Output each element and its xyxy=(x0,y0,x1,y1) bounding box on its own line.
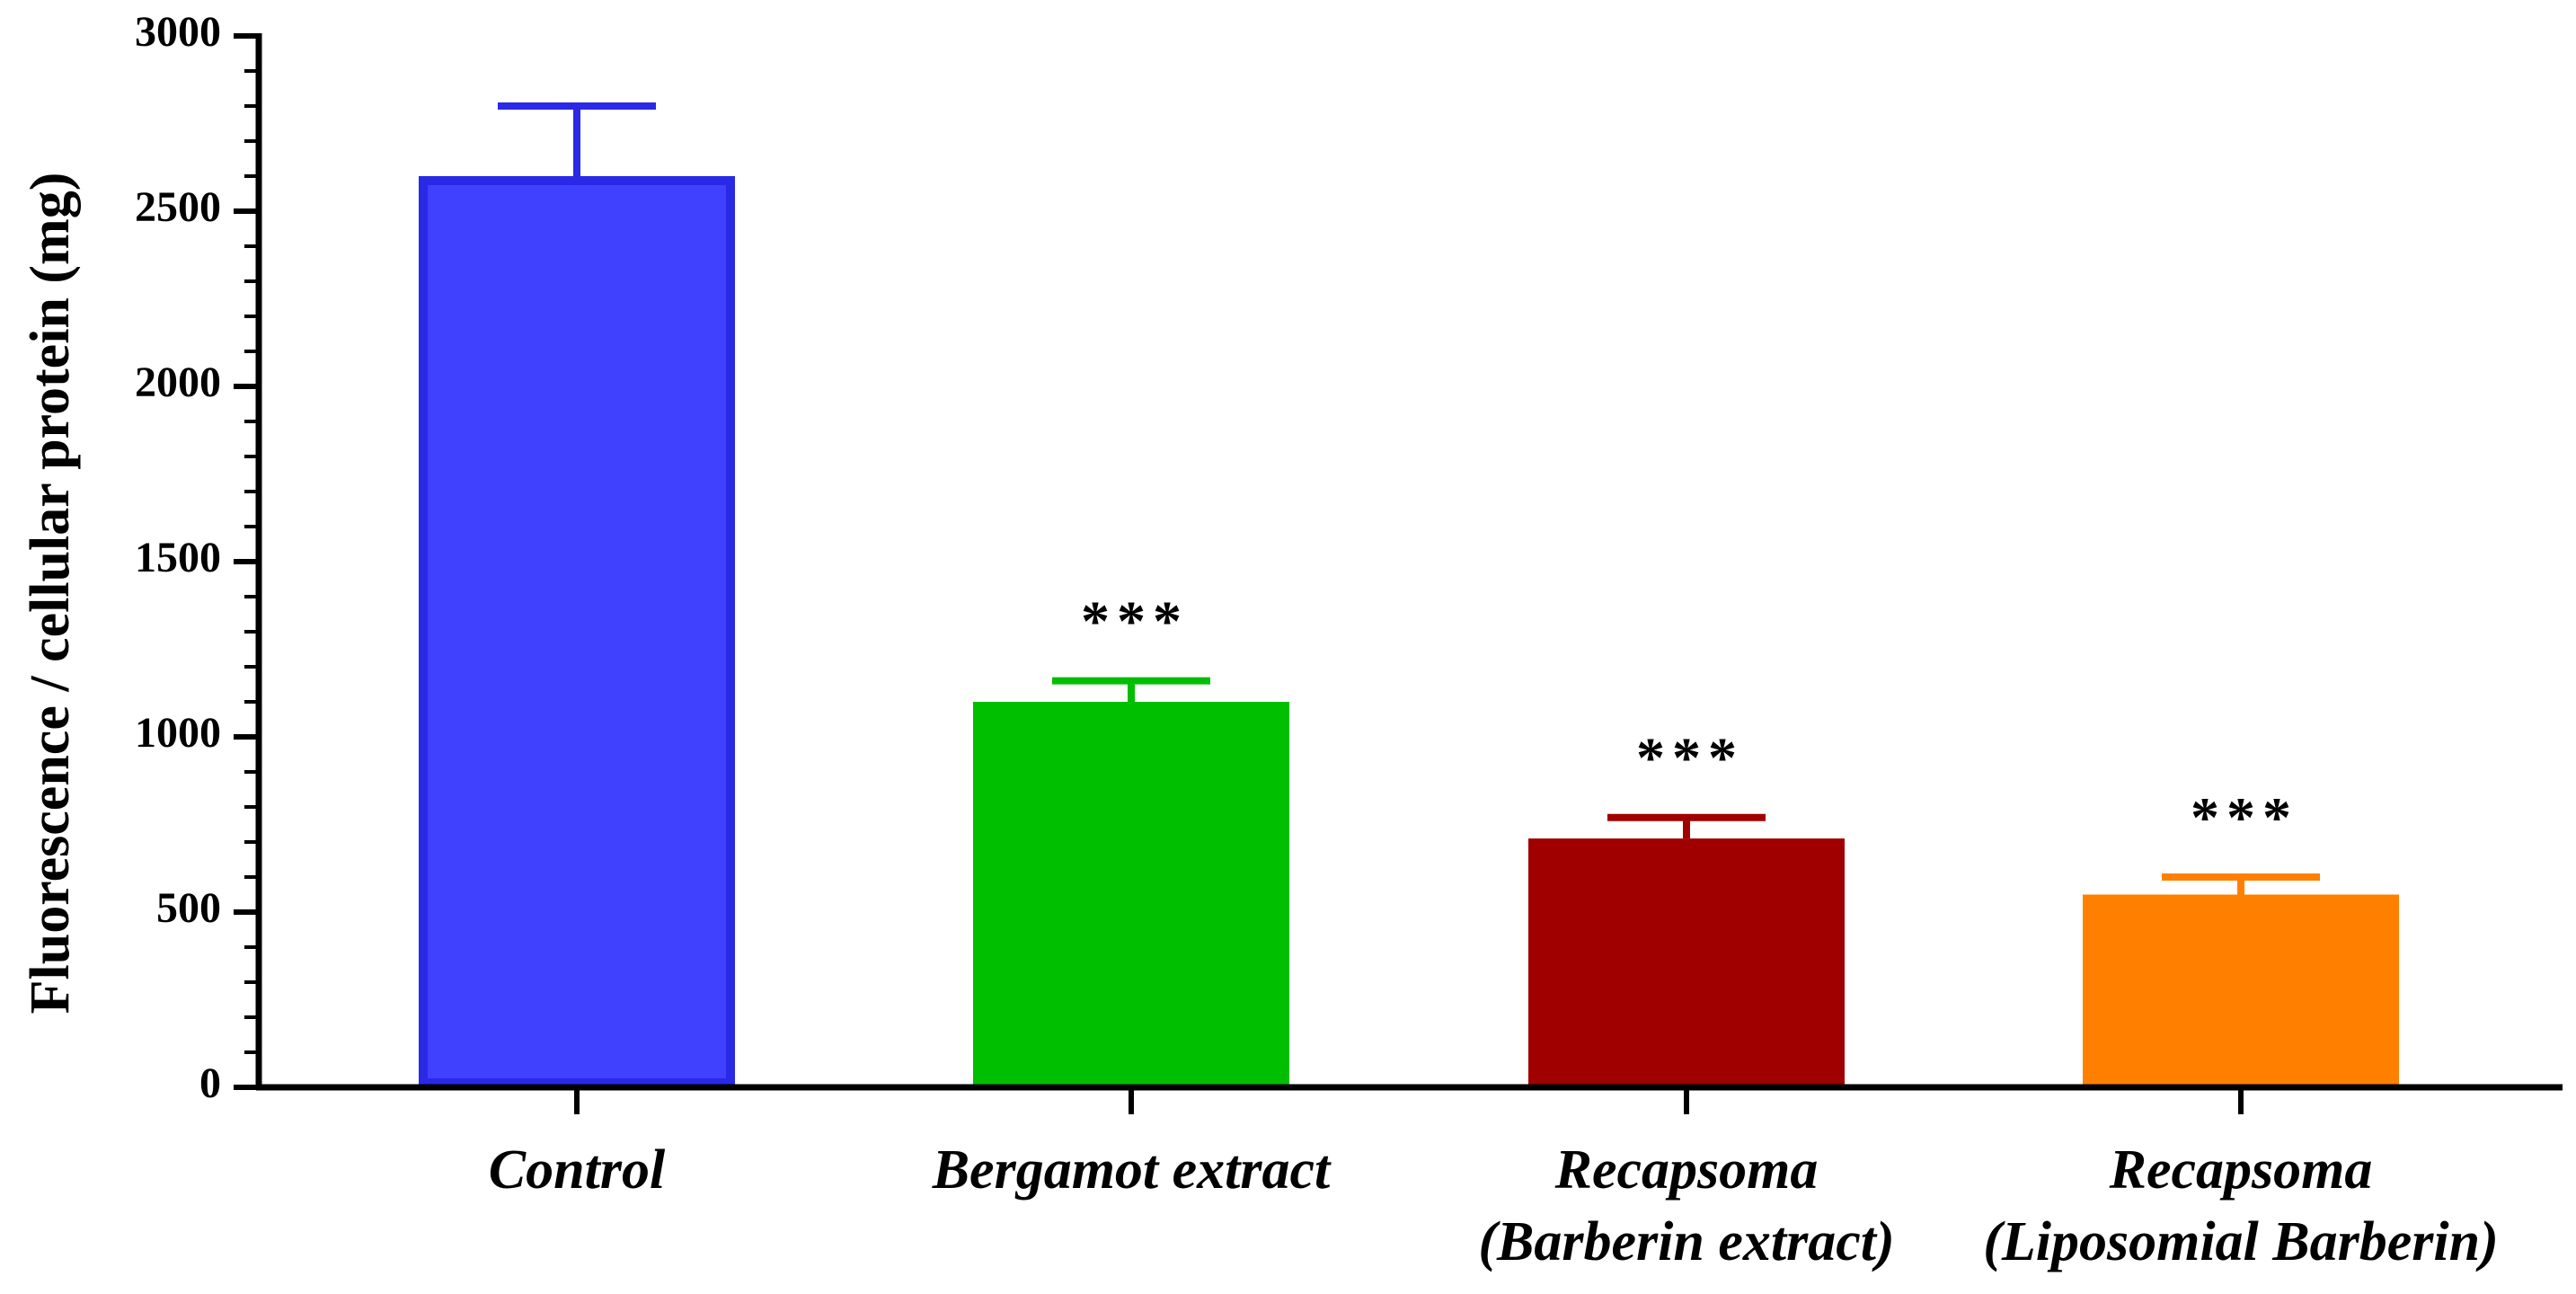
y-tick-label: 3000 xyxy=(135,8,221,56)
y-axis-title: Fluorescence / cellular protein (mg) xyxy=(20,173,81,1015)
labels-layer: 0 500 1000 1500 2000 2500 3000 Control Bergamot … xyxy=(135,8,2499,1272)
bar-1 xyxy=(419,176,735,1087)
x-category-label-1: Control xyxy=(489,1139,666,1201)
bar-4 xyxy=(2083,894,2399,1087)
axes-layer xyxy=(234,33,2563,1114)
y-tick-label: 1000 xyxy=(135,709,221,757)
y-tick-label: 2500 xyxy=(135,183,221,231)
significance-marker-2: *** xyxy=(1081,589,1189,653)
error-bars-layer xyxy=(498,102,2320,895)
y-tick-label: 2000 xyxy=(135,359,221,406)
x-category-label-3-line-2: (Barberin extract) xyxy=(1478,1211,1894,1272)
y-tick-label: 0 xyxy=(199,1059,221,1107)
bars-layer xyxy=(419,176,2399,1087)
significance-marker-3: *** xyxy=(1636,726,1744,790)
significance-marker-4: *** xyxy=(2191,785,2298,849)
y-tick-label: 500 xyxy=(156,884,221,932)
x-category-label-2: Bergamot extract xyxy=(932,1139,1332,1201)
x-category-label-4-line-2: (Liposomial Barberin) xyxy=(1983,1211,2499,1272)
x-category-label-4-line-1: Recapsoma xyxy=(2109,1139,2373,1201)
y-tick-label: 1500 xyxy=(135,534,221,581)
y-axis-title-group: Fluorescence / cellular protein (mg) xyxy=(20,173,81,1015)
bar-3 xyxy=(1528,838,1845,1087)
significance-layer: *** *** *** xyxy=(1081,589,2298,849)
x-category-label-3-line-1: Recapsoma xyxy=(1554,1139,1819,1201)
bar-2 xyxy=(973,702,1289,1087)
